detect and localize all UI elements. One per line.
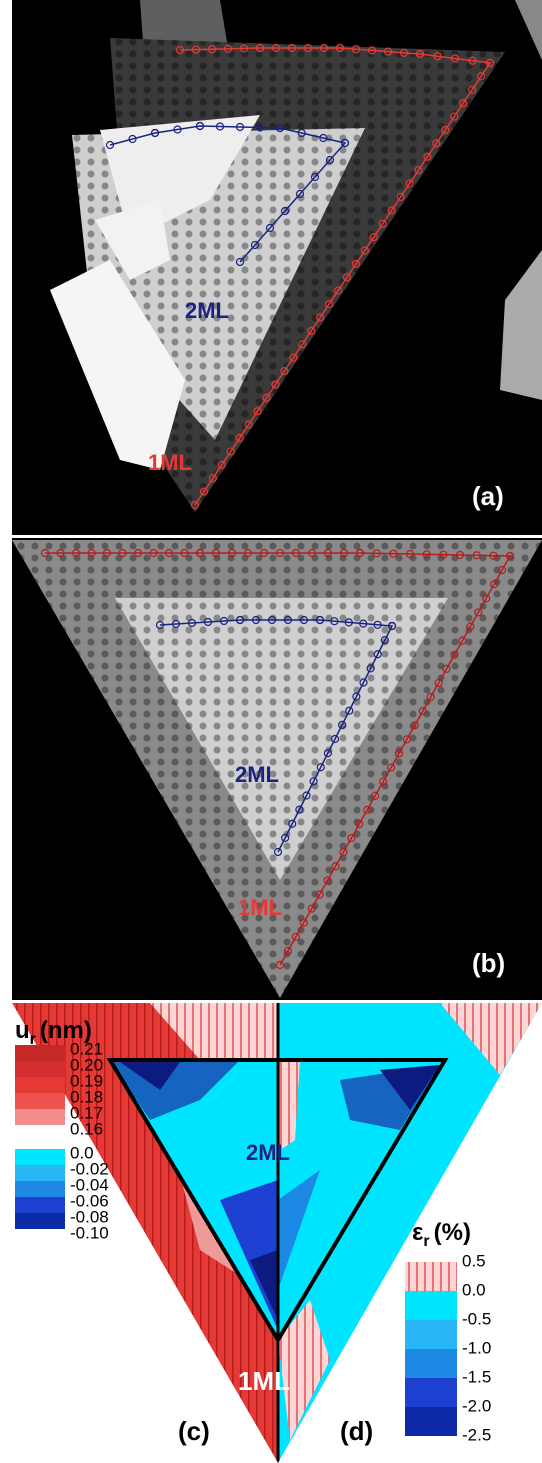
legend-swatch xyxy=(15,1077,65,1093)
legend-symbol: ε xyxy=(412,1219,423,1246)
figure: 2ML 1ML (a) 2ML 1ML (b) xyxy=(0,0,542,1463)
legend-label: -1.5 xyxy=(462,1367,491,1386)
panel-label: (c) xyxy=(178,1416,210,1446)
legend-title: εr (%) xyxy=(412,1219,471,1250)
legend-swatch xyxy=(405,1320,457,1349)
legend-swatch xyxy=(15,1093,65,1109)
panel-a: 2ML 1ML (a) xyxy=(12,0,542,535)
legend-swatch xyxy=(15,1045,65,1061)
legend-unit: (%) xyxy=(434,1219,471,1246)
legend-label: 0.5 xyxy=(462,1251,486,1270)
legend-swatch xyxy=(15,1149,65,1165)
label-2ml: 2ML xyxy=(246,1140,290,1165)
legend-swatch xyxy=(15,1165,65,1181)
panel-b: 2ML 1ML (b) xyxy=(12,538,542,1000)
legend-label: -0.5 xyxy=(462,1309,491,1328)
legend-swatch xyxy=(15,1109,65,1125)
legend-swatch xyxy=(15,1061,65,1077)
label-1ml: 1ML xyxy=(148,450,192,475)
legend-swatch xyxy=(15,1197,65,1213)
panel-label: (a) xyxy=(472,481,504,511)
legend-subscript: r xyxy=(423,1233,429,1250)
legend-swatch xyxy=(405,1407,457,1436)
panel-label: (d) xyxy=(340,1416,373,1446)
legend-swatch xyxy=(15,1181,65,1197)
legend-symbol: u xyxy=(15,1017,30,1044)
legend-label: -2.0 xyxy=(462,1396,491,1415)
legend-swatch xyxy=(15,1213,65,1229)
legend-swatch xyxy=(405,1262,457,1291)
legend-swatch xyxy=(405,1291,457,1320)
label-2ml: 2ML xyxy=(235,762,279,787)
panel-cd: 2ML 1ML (c) (d) ur(nm) 0.210.200.190.180… xyxy=(0,1000,542,1463)
legend-label: 0.0 xyxy=(462,1280,486,1299)
label-1ml: 1ML xyxy=(238,895,282,920)
legend-swatch xyxy=(405,1378,457,1407)
label-1ml: 1ML xyxy=(238,1366,290,1396)
legend-swatch xyxy=(405,1349,457,1378)
legend-label: 0.16 xyxy=(70,1119,103,1138)
legend-label: -1.0 xyxy=(462,1338,491,1357)
legend-label: -0.10 xyxy=(70,1223,109,1242)
panel-label: (b) xyxy=(472,948,505,978)
legend-label: -2.5 xyxy=(462,1425,491,1444)
label-2ml: 2ML xyxy=(185,298,229,323)
